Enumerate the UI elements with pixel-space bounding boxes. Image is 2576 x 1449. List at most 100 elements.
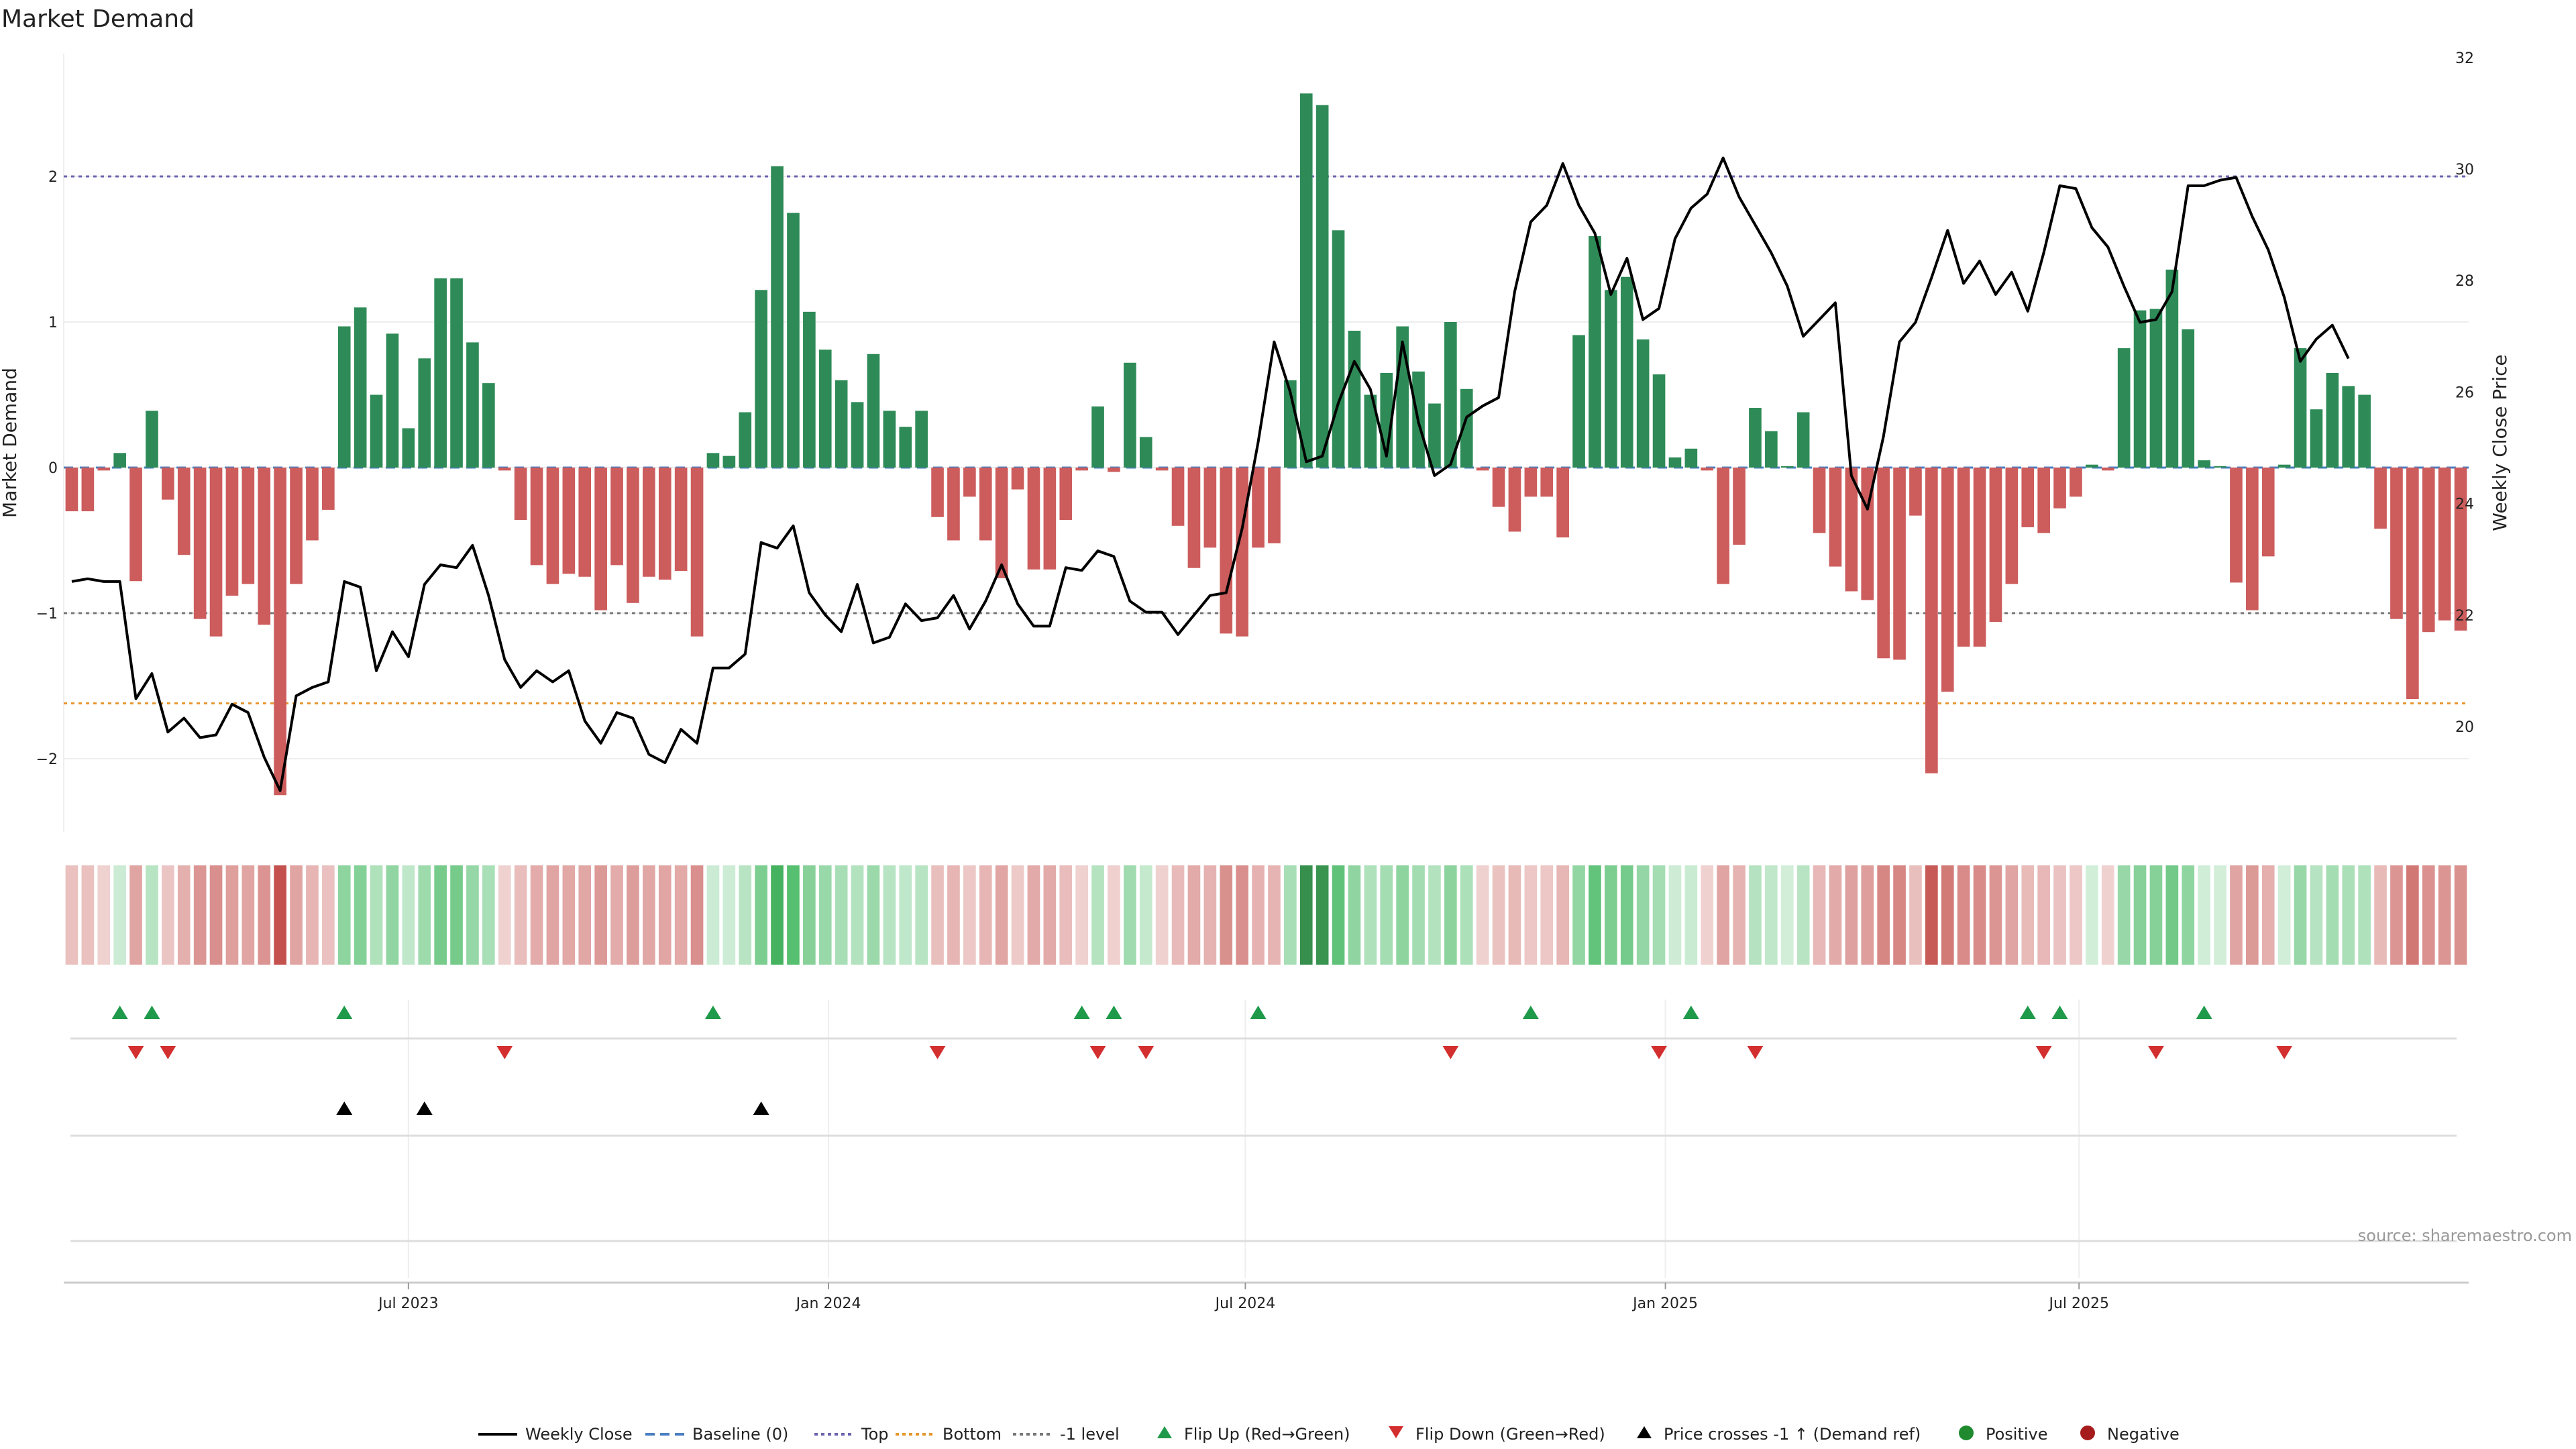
heat-cell [1845,865,1858,965]
demand-bar [1813,468,1826,533]
demand-bar [1556,468,1569,538]
legend-item: Negative [2080,1425,2180,1444]
heat-cell [1332,865,1345,965]
legend-item: -1 level [1013,1425,1120,1444]
demand-bar [995,468,1008,578]
demand-bar [1877,468,1890,659]
demand-bar [2214,466,2226,468]
heat-cell [97,865,111,965]
demand-bar [258,468,271,625]
flip-up-marker [1106,1006,1122,1019]
heat-cell [2326,865,2339,965]
heat-cell [1428,865,1441,965]
demand-bar [1717,468,1729,584]
demand-bar [2086,464,2098,468]
heat-cell [1749,865,1762,965]
demand-bar [146,411,158,468]
demand-bar [1299,93,1313,468]
legend-label: Baseline (0) [692,1425,788,1444]
heat-cell [1476,865,1489,965]
demand-bar [1476,468,1489,471]
heat-cell [1796,865,1810,965]
demand-bar [1139,437,1152,468]
heat-cell [2005,865,2019,965]
heat-cell [1171,865,1185,965]
demand-bar [2261,468,2275,557]
flip-down-marker [1651,1046,1668,1059]
flip-down-marker [1089,1046,1106,1059]
demand-bar [2358,394,2371,468]
x-tick-label: Jul 2024 [1214,1295,1276,1312]
legend-label: Bottom [943,1425,1002,1444]
heat-cell [129,865,142,965]
demand-bar [2406,468,2419,700]
demand-bar [1108,468,1120,472]
demand-bar [2374,468,2387,529]
heat-cell [1973,865,1986,965]
legend-triangle-down-icon [1389,1426,1403,1438]
demand-bar [1941,468,1954,692]
x-tick-label: Jan 2025 [1631,1295,1698,1312]
demand-bar [562,468,576,574]
heat-cell [979,865,992,965]
demand-bar [578,468,592,577]
heat-cell [594,865,607,965]
demand-bar [803,311,816,468]
demand-bar [1893,468,1906,660]
demand-bar [514,468,527,521]
heat-cell [835,865,848,965]
heat-cell [610,865,623,965]
heat-cell [2086,865,2098,965]
demand-bar [290,468,303,584]
heat-cell [1075,865,1088,965]
flip-up-marker [1682,1006,1699,1019]
heat-cell [818,865,832,965]
demand-bar [274,468,286,796]
demand-bar [1428,403,1441,468]
demand-bar [2310,409,2323,468]
grid-lines [63,54,2469,1284]
heat-cell [2101,865,2114,965]
demand-bar [674,468,688,572]
heat-cell [1108,865,1120,965]
demand-bar [1043,468,1057,570]
heat-cell [1187,865,1201,965]
heat-cell [1220,865,1233,965]
flip-down-marker [127,1046,144,1059]
heat-cell [2374,865,2387,965]
demand-bar [546,468,559,584]
heat-cell [434,865,447,965]
demand-bar [2005,468,2019,584]
heat-cell [1989,865,2002,965]
heat-cell [290,865,303,965]
demand-bar [787,213,800,468]
heat-cell [81,865,95,965]
heat-cell [1124,865,1136,965]
demand-bar [1620,276,1633,468]
demand-bar [2454,468,2467,631]
heat-cell [2070,865,2082,965]
heat-cell [915,865,928,965]
heat-cell [578,865,592,965]
heat-cell [1139,865,1152,965]
heat-cell [322,865,335,965]
heat-cell [306,865,319,965]
heat-cell [1636,865,1650,965]
demand-bar [370,394,383,468]
y2-tick-label: 20 [2455,719,2474,736]
heat-cell [2182,865,2195,965]
heat-cell [562,865,576,965]
demand-bar [658,468,672,580]
demand-bar [97,468,111,471]
demand-bar [225,468,239,596]
demand-bar [241,468,255,584]
demand-bar [1749,408,1762,468]
heat-cell [867,865,880,965]
demand-bar [1668,457,1682,468]
demand-bar [818,350,832,468]
y-tick-label: −1 [36,606,58,623]
heat-cell [627,865,639,965]
heat-cell [466,865,479,965]
legend: Weekly Close Baseline (0) Top Bottom -1 leve… [478,1425,2180,1444]
legend-label: Flip Down (Green→Red) [1415,1425,1605,1444]
